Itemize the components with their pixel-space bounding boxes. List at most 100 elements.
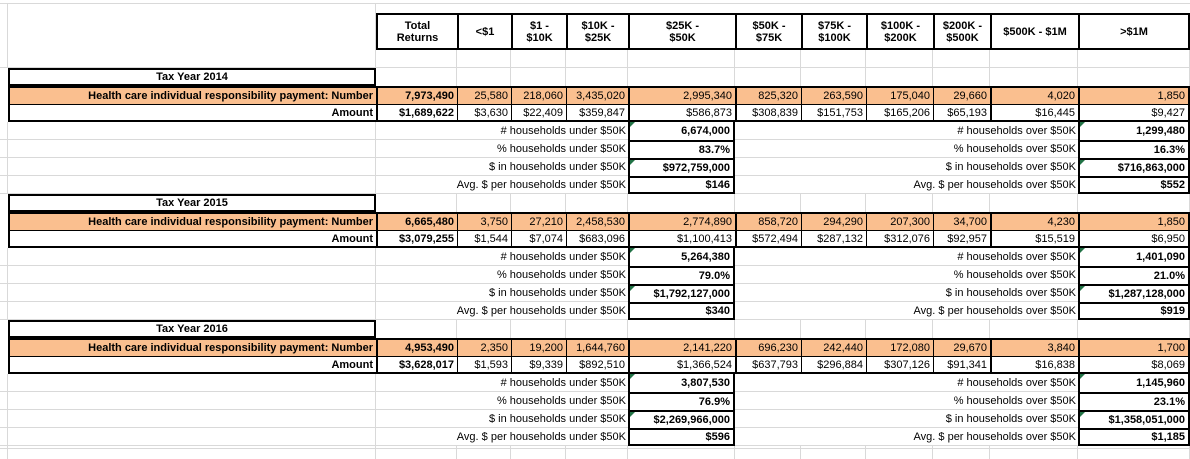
number-cell[interactable]: 4,953,490 (376, 338, 457, 356)
summary-label-cell[interactable]: Avg. $ per households under $50K (376, 302, 628, 320)
summary-label-cell[interactable]: Avg. $ per households under $50K (376, 176, 628, 194)
summary-value-cell[interactable]: 1,401,090 (1078, 248, 1190, 266)
amount-cell[interactable]: $3,079,255 (376, 230, 457, 248)
summary-label-cell[interactable]: $ in households under $50K (376, 410, 628, 428)
summary-label-cell[interactable]: $ in households under $50K (376, 158, 628, 176)
amount-cell[interactable]: $1,544 (457, 230, 511, 248)
summary-label-cell[interactable]: Avg. $ per households over $50K (735, 428, 1078, 446)
number-cell[interactable]: 7,973,490 (376, 86, 457, 104)
amount-cell[interactable]: $91,341 (933, 356, 990, 374)
number-cell[interactable]: 294,290 (801, 212, 866, 230)
amount-cell[interactable]: $15,519 (990, 230, 1078, 248)
column-header[interactable]: $100K - $200K (866, 13, 933, 50)
summary-label-cell[interactable]: % households under $50K (376, 140, 628, 158)
number-cell[interactable]: 19,200 (511, 338, 566, 356)
column-header[interactable]: $200K - $500K (933, 13, 990, 50)
column-header[interactable]: $25K - $50K (628, 13, 735, 50)
amount-cell[interactable]: $1,100,413 (628, 230, 735, 248)
row-label-cell[interactable]: Amount (8, 230, 376, 248)
amount-cell[interactable]: $586,873 (628, 104, 735, 122)
number-cell[interactable]: 263,590 (801, 86, 866, 104)
amount-cell[interactable]: $65,193 (933, 104, 990, 122)
summary-value-cell[interactable]: $1,185 (1078, 428, 1190, 446)
amount-cell[interactable]: $1,689,622 (376, 104, 457, 122)
summary-label-cell[interactable]: $ in households under $50K (376, 284, 628, 302)
summary-value-cell[interactable]: $596 (628, 428, 735, 446)
section-title-cell[interactable]: Tax Year 2016 (8, 320, 376, 338)
amount-cell[interactable]: $359,847 (566, 104, 628, 122)
number-cell[interactable]: 25,580 (457, 86, 511, 104)
number-cell[interactable]: 858,720 (735, 212, 801, 230)
summary-value-cell[interactable]: 16.3% (1078, 140, 1190, 158)
number-cell[interactable]: 4,020 (990, 86, 1078, 104)
number-cell[interactable]: 696,230 (735, 338, 801, 356)
number-cell[interactable]: 29,670 (933, 338, 990, 356)
summary-value-cell[interactable]: $552 (1078, 176, 1190, 194)
number-cell[interactable]: 27,210 (511, 212, 566, 230)
amount-cell[interactable]: $92,957 (933, 230, 990, 248)
summary-value-cell[interactable]: 1,299,480 (1078, 122, 1190, 140)
column-header[interactable]: >$1M (1078, 13, 1190, 50)
amount-cell[interactable]: $151,753 (801, 104, 866, 122)
amount-cell[interactable]: $9,427 (1078, 104, 1190, 122)
number-cell[interactable]: 242,440 (801, 338, 866, 356)
number-cell[interactable]: 825,320 (735, 86, 801, 104)
column-header[interactable]: Total Returns (376, 13, 457, 50)
summary-value-cell[interactable]: $716,863,000 (1078, 158, 1190, 176)
row-label-cell[interactable]: Health care individual responsibility pa… (8, 86, 376, 104)
amount-cell[interactable]: $3,628,017 (376, 356, 457, 374)
summary-value-cell[interactable]: 5,264,380 (628, 248, 735, 266)
summary-label-cell[interactable]: % households under $50K (376, 392, 628, 410)
section-title-cell[interactable]: Tax Year 2015 (8, 194, 376, 212)
number-cell[interactable]: 3,435,020 (566, 86, 628, 104)
summary-label-cell[interactable]: % households over $50K (735, 140, 1078, 158)
number-cell[interactable]: 2,774,890 (628, 212, 735, 230)
summary-value-cell[interactable]: 6,674,000 (628, 122, 735, 140)
amount-cell[interactable]: $637,793 (735, 356, 801, 374)
summary-value-cell[interactable]: $1,287,128,000 (1078, 284, 1190, 302)
amount-cell[interactable]: $16,445 (990, 104, 1078, 122)
amount-cell[interactable]: $892,510 (566, 356, 628, 374)
column-header[interactable]: $500K - $1M (990, 13, 1078, 50)
column-header[interactable]: $1 - $10K (511, 13, 566, 50)
amount-cell[interactable]: $572,494 (735, 230, 801, 248)
amount-cell[interactable]: $7,074 (511, 230, 566, 248)
row-label-cell[interactable]: Amount (8, 356, 376, 374)
summary-value-cell[interactable]: $919 (1078, 302, 1190, 320)
amount-cell[interactable]: $16,838 (990, 356, 1078, 374)
summary-value-cell[interactable]: 76.9% (628, 392, 735, 410)
summary-value-cell[interactable]: $1,792,127,000 (628, 284, 735, 302)
number-cell[interactable]: 1,700 (1078, 338, 1190, 356)
summary-label-cell[interactable]: Avg. $ per households over $50K (735, 302, 1078, 320)
summary-label-cell[interactable]: # households under $50K (376, 374, 628, 392)
amount-cell[interactable]: $287,132 (801, 230, 866, 248)
amount-cell[interactable]: $683,096 (566, 230, 628, 248)
number-cell[interactable]: 2,995,340 (628, 86, 735, 104)
number-cell[interactable]: 4,230 (990, 212, 1078, 230)
amount-cell[interactable]: $6,950 (1078, 230, 1190, 248)
column-header[interactable]: $75K - $100K (801, 13, 866, 50)
column-header[interactable]: $10K - $25K (566, 13, 628, 50)
number-cell[interactable]: 172,080 (866, 338, 933, 356)
amount-cell[interactable]: $308,839 (735, 104, 801, 122)
amount-cell[interactable]: $1,366,524 (628, 356, 735, 374)
amount-cell[interactable]: $1,593 (457, 356, 511, 374)
summary-value-cell[interactable]: $340 (628, 302, 735, 320)
number-cell[interactable]: 2,141,220 (628, 338, 735, 356)
summary-value-cell[interactable]: $1,358,051,000 (1078, 410, 1190, 428)
summary-label-cell[interactable]: # households over $50K (735, 248, 1078, 266)
summary-label-cell[interactable]: # households under $50K (376, 248, 628, 266)
number-cell[interactable]: 2,350 (457, 338, 511, 356)
amount-cell[interactable]: $22,409 (511, 104, 566, 122)
row-label-cell[interactable]: Health care individual responsibility pa… (8, 338, 376, 356)
summary-value-cell[interactable]: 83.7% (628, 140, 735, 158)
number-cell[interactable]: 3,840 (990, 338, 1078, 356)
summary-label-cell[interactable]: $ in households over $50K (735, 410, 1078, 428)
summary-value-cell[interactable]: $146 (628, 176, 735, 194)
number-cell[interactable]: 3,750 (457, 212, 511, 230)
summary-label-cell[interactable]: % households over $50K (735, 392, 1078, 410)
summary-label-cell[interactable]: $ in households over $50K (735, 284, 1078, 302)
amount-cell[interactable]: $3,630 (457, 104, 511, 122)
summary-value-cell[interactable]: 79.0% (628, 266, 735, 284)
number-cell[interactable]: 1,644,760 (566, 338, 628, 356)
